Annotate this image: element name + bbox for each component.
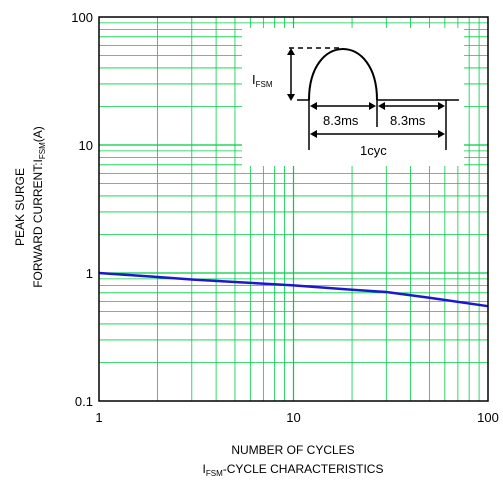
y-tick-label: 10 bbox=[79, 138, 93, 153]
half-period-label-1: 8.3ms bbox=[323, 113, 359, 128]
chart-title: IFSM-CYCLE CHARACTERISTICS bbox=[203, 462, 384, 478]
x-tick-label: 100 bbox=[477, 410, 499, 425]
x-tick-label: 10 bbox=[286, 410, 300, 425]
y-tick-label: 100 bbox=[71, 10, 93, 25]
x-axis-label: NUMBER OF CYCLES bbox=[231, 443, 354, 457]
y-tick-label: 0.1 bbox=[75, 394, 93, 409]
half-period-label-2: 8.3ms bbox=[390, 113, 426, 128]
y-axis-label-line2: FORWARD CURRENT:IFSM(A) bbox=[31, 126, 47, 288]
cycle-label: 1cyc bbox=[360, 143, 387, 158]
y-axis-label-line1: PEAK SURGE bbox=[13, 168, 27, 246]
waveform-inset: IFSM 8.3ms 8.3ms 1cyc bbox=[242, 28, 464, 166]
inset-background bbox=[242, 28, 464, 166]
x-tick-label: 1 bbox=[95, 410, 102, 425]
y-tick-label: 1 bbox=[86, 266, 93, 281]
